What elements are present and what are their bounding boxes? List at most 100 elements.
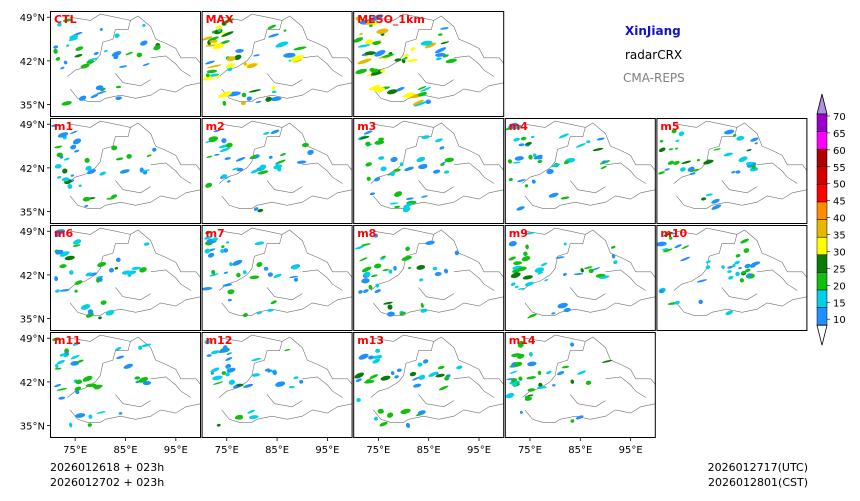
echo-cell <box>233 54 242 61</box>
boundary-line <box>676 227 808 279</box>
echo-cell <box>74 149 80 153</box>
echo-cell <box>365 39 374 45</box>
echo-cell <box>363 271 371 277</box>
echo-cell <box>218 91 232 98</box>
colorbar-tick-label: 10 <box>833 315 846 326</box>
boundary-line <box>524 403 656 423</box>
echo-cell <box>725 310 733 316</box>
echo-cell <box>508 177 513 182</box>
echo-cell <box>443 170 450 174</box>
echo-cell <box>131 266 141 270</box>
echo-cell <box>721 265 725 270</box>
echo-cell <box>428 371 438 377</box>
echo-cell <box>232 167 239 171</box>
echo-cell <box>434 271 442 277</box>
echo-cell <box>225 241 230 244</box>
echo-cell <box>382 268 389 272</box>
echo-cell <box>115 157 124 161</box>
echo-cell <box>235 48 244 53</box>
colorbar-segment <box>816 289 828 308</box>
echo-cell <box>402 57 408 60</box>
echo-cell <box>386 89 398 95</box>
lat-tick-label: 42°N <box>20 271 45 282</box>
echo-cell <box>86 169 97 175</box>
echo-cell <box>751 164 756 170</box>
lon-tick-label: 85°E <box>568 445 592 456</box>
init-time-utc: 2026012618 + 023h <box>50 461 164 474</box>
colorbar-segment <box>816 131 828 150</box>
boundary-line <box>69 82 201 102</box>
boundary-line <box>115 73 151 87</box>
echo-cell <box>418 164 428 170</box>
echo-cell <box>417 362 423 367</box>
echo-cell <box>95 85 104 91</box>
valid-time-utc: 2026012717(UTC) <box>708 461 808 474</box>
echo-cell <box>222 100 227 106</box>
echo-cell <box>225 364 232 369</box>
lon-tick-label: 85°E <box>417 445 441 456</box>
lat-tick-label: 35°N <box>20 315 45 326</box>
echo-cell <box>563 242 567 246</box>
echo-cell <box>361 266 372 273</box>
echo-cell <box>141 169 151 172</box>
boundary-line <box>569 180 606 194</box>
boundary-line <box>221 403 353 423</box>
boundary-line <box>524 227 656 279</box>
echo-cell <box>511 353 522 358</box>
echo-cell <box>56 152 63 158</box>
map-panel: m1 <box>50 118 201 224</box>
echo-cell <box>527 361 537 367</box>
echo-cell <box>524 281 534 287</box>
echo-cell <box>674 300 680 305</box>
echo-cell <box>513 261 523 265</box>
echo-cell <box>534 267 545 273</box>
echo-cell <box>219 147 231 153</box>
boundary-line <box>70 13 201 65</box>
echo-cell <box>227 180 231 183</box>
echo-cell <box>577 370 587 375</box>
echo-cell <box>517 266 527 272</box>
echo-cell <box>143 242 150 246</box>
echo-cell <box>256 311 263 315</box>
echo-cell <box>225 142 233 148</box>
echo-cell <box>69 422 73 428</box>
echo-cell <box>671 232 676 235</box>
echo-cell <box>740 238 749 244</box>
boundary-line <box>522 234 586 291</box>
echo-cell <box>93 51 99 56</box>
echo-cell <box>745 161 754 166</box>
echo-cell <box>140 40 148 46</box>
echo-cell <box>202 76 215 81</box>
echo-cell <box>509 370 518 374</box>
echo-cell <box>56 387 68 391</box>
echo-cell <box>63 60 68 65</box>
echo-cell <box>586 140 591 144</box>
echo-cell <box>142 381 152 386</box>
echo-cell <box>399 311 406 316</box>
echo-cell <box>267 369 272 373</box>
echo-cell <box>681 245 690 249</box>
echo-cell <box>668 148 674 151</box>
echo-cell <box>661 248 669 251</box>
echo-cell <box>284 348 291 352</box>
panel-label: m8 <box>357 227 376 240</box>
echo-cell <box>705 260 711 264</box>
echo-cell <box>223 271 228 274</box>
echo-cell <box>537 370 542 375</box>
echo-cell <box>659 139 664 143</box>
echo-cell <box>59 353 64 357</box>
echo-cell <box>110 194 118 199</box>
echo-cell <box>435 52 446 57</box>
echo-cell <box>674 244 682 249</box>
echo-cell <box>229 262 233 267</box>
boundary-line <box>69 296 201 316</box>
boundary-line <box>115 180 151 194</box>
echo-cell <box>675 139 680 142</box>
echo-cell <box>399 162 404 167</box>
echo-cell <box>275 41 289 48</box>
echo-cell <box>249 275 260 280</box>
boundary-line <box>370 341 434 398</box>
echo-cell <box>584 266 593 270</box>
echo-cell <box>119 169 130 174</box>
echo-cell <box>546 169 554 175</box>
